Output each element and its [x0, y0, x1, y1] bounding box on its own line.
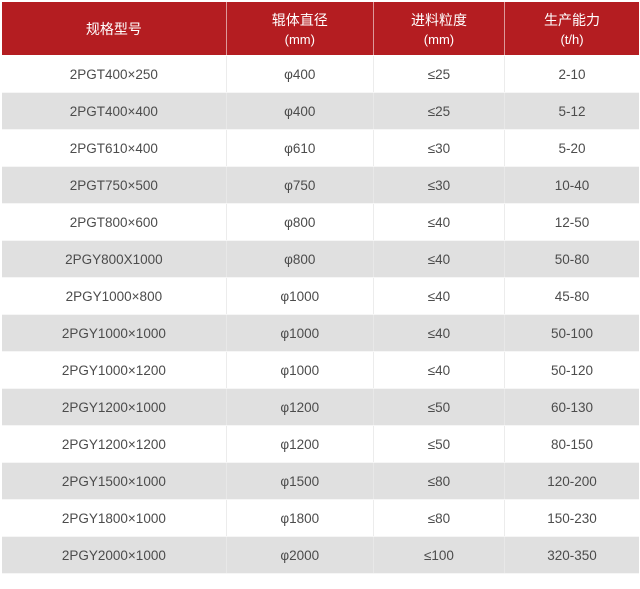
cell-roller-diameter: φ800	[226, 240, 374, 278]
cell-model: 2PGY2000×1000	[2, 536, 227, 574]
cell-feed-size: ≤25	[373, 92, 506, 130]
cell-feed-size: ≤40	[373, 314, 506, 352]
cell-model: 2PGY1000×800	[2, 277, 227, 315]
header-cell-roller-diameter: 辊体直径 (mm)	[226, 2, 374, 56]
table-row: 2PGY1200×1000 φ1200 ≤50 60-130	[2, 388, 639, 426]
table-row: 2PGT750×500 φ750 ≤30 10-40	[2, 166, 639, 204]
header-feed-size-label: 进料粒度	[410, 11, 467, 28]
cell-roller-diameter: φ610	[226, 129, 374, 167]
cell-feed-size: ≤30	[373, 166, 506, 204]
cell-model: 2PGY1800×1000	[2, 499, 227, 537]
cell-capacity: 45-80	[504, 277, 639, 315]
cell-capacity: 50-80	[504, 240, 639, 278]
cell-feed-size: ≤40	[373, 351, 506, 389]
cell-roller-diameter: φ2000	[226, 536, 374, 574]
table-row: 2PGY1000×1200 φ1000 ≤40 50-120	[2, 351, 639, 389]
spec-table-header: 规格型号 辊体直径 (mm) 进料粒度 (mm) 生产能力 (t/h)	[2, 2, 639, 56]
cell-capacity: 10-40	[504, 166, 639, 204]
cell-capacity: 150-230	[504, 499, 639, 537]
cell-capacity: 2-10	[504, 55, 639, 93]
cell-model: 2PGT800×600	[2, 203, 227, 241]
cell-roller-diameter: φ400	[226, 92, 374, 130]
cell-capacity: 80-150	[504, 425, 639, 463]
cell-feed-size: ≤80	[373, 499, 506, 537]
cell-model: 2PGY1000×1200	[2, 351, 227, 389]
cell-feed-size: ≤40	[373, 203, 506, 241]
cell-model: 2PGT750×500	[2, 166, 227, 204]
cell-capacity: 320-350	[504, 536, 639, 574]
cell-roller-diameter: φ750	[226, 166, 374, 204]
cell-capacity: 5-12	[504, 92, 639, 130]
cell-feed-size: ≤25	[373, 55, 506, 93]
cell-capacity: 120-200	[504, 462, 639, 500]
cell-capacity: 5-20	[504, 129, 639, 167]
cell-feed-size: ≤30	[373, 129, 506, 167]
cell-model: 2PGT400×400	[2, 92, 227, 130]
table-row: 2PGY1800×1000 φ1800 ≤80 150-230	[2, 499, 639, 537]
table-row: 2PGY2000×1000 φ2000 ≤100 320-350	[2, 536, 639, 574]
spec-table-body: 2PGT400×250 φ400 ≤25 2-10 2PGT400×400 φ400 ≤25…	[2, 55, 639, 574]
header-capacity-unit: (t/h)	[560, 31, 584, 47]
cell-capacity: 60-130	[504, 388, 639, 426]
cell-model: 2PGY1200×1200	[2, 425, 227, 463]
cell-capacity: 12-50	[504, 203, 639, 241]
cell-feed-size: ≤80	[373, 462, 506, 500]
cell-roller-diameter: φ1000	[226, 351, 374, 389]
header-roller-diameter-unit: (mm)	[284, 31, 315, 47]
table-row: 2PGY1500×1000 φ1500 ≤80 120-200	[2, 462, 639, 500]
header-row: 规格型号 辊体直径 (mm) 进料粒度 (mm) 生产能力 (t/h)	[2, 2, 639, 56]
table-row: 2PGY1000×1000 φ1000 ≤40 50-100	[2, 314, 639, 352]
cell-feed-size: ≤40	[373, 240, 506, 278]
cell-model: 2PGT400×250	[2, 55, 227, 93]
header-model-label: 规格型号	[85, 20, 142, 37]
header-cell-feed-size: 进料粒度 (mm)	[373, 2, 506, 56]
cell-roller-diameter: φ1000	[226, 314, 374, 352]
table-row: 2PGY1000×800 φ1000 ≤40 45-80	[2, 277, 639, 315]
cell-capacity: 50-100	[504, 314, 639, 352]
spec-table-container: 规格型号 辊体直径 (mm) 进料粒度 (mm) 生产能力 (t/h) 2PGT…	[2, 2, 639, 574]
header-cell-model: 规格型号	[2, 2, 227, 56]
cell-model: 2PGY1500×1000	[2, 462, 227, 500]
table-row: 2PGY1200×1200 φ1200 ≤50 80-150	[2, 425, 639, 463]
cell-model: 2PGY1200×1000	[2, 388, 227, 426]
cell-capacity: 50-120	[504, 351, 639, 389]
header-capacity-label: 生产能力	[544, 11, 601, 28]
cell-roller-diameter: φ1200	[226, 425, 374, 463]
cell-roller-diameter: φ1200	[226, 388, 374, 426]
table-row: 2PGT400×400 φ400 ≤25 5-12	[2, 92, 639, 130]
table-row: 2PGT610×400 φ610 ≤30 5-20	[2, 129, 639, 167]
cell-feed-size: ≤50	[373, 425, 506, 463]
header-roller-diameter-label: 辊体直径	[271, 11, 328, 28]
cell-roller-diameter: φ1500	[226, 462, 374, 500]
cell-model: 2PGY800X1000	[2, 240, 227, 278]
cell-model: 2PGT610×400	[2, 129, 227, 167]
table-row: 2PGT400×250 φ400 ≤25 2-10	[2, 55, 639, 93]
cell-feed-size: ≤40	[373, 277, 506, 315]
cell-feed-size: ≤50	[373, 388, 506, 426]
cell-roller-diameter: φ400	[226, 55, 374, 93]
spec-table: 规格型号 辊体直径 (mm) 进料粒度 (mm) 生产能力 (t/h) 2PGT…	[2, 2, 639, 574]
cell-roller-diameter: φ1800	[226, 499, 374, 537]
cell-roller-diameter: φ1000	[226, 277, 374, 315]
cell-model: 2PGY1000×1000	[2, 314, 227, 352]
cell-roller-diameter: φ800	[226, 203, 374, 241]
header-feed-size-unit: (mm)	[423, 31, 455, 47]
table-row: 2PGT800×600 φ800 ≤40 12-50	[2, 203, 639, 241]
table-row: 2PGY800X1000 φ800 ≤40 50-80	[2, 240, 639, 278]
header-cell-capacity: 生产能力 (t/h)	[504, 2, 639, 56]
cell-feed-size: ≤100	[373, 536, 506, 574]
